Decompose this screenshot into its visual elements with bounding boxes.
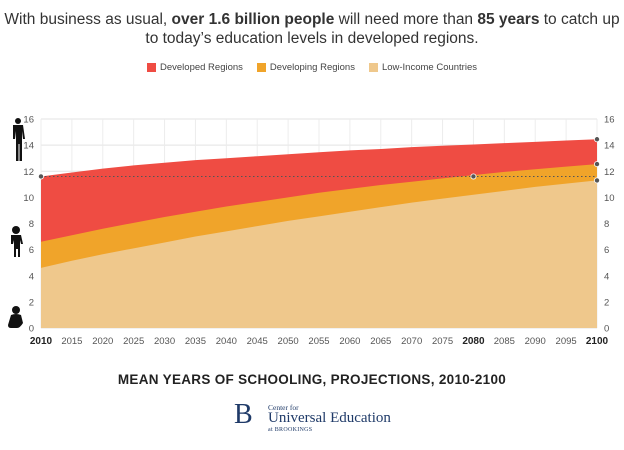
- x-tick-label-2090: 2090: [525, 336, 546, 347]
- child-silhouette-icon: [11, 226, 23, 257]
- y-tick-label-left: 4: [29, 271, 34, 282]
- y-tick-label-left: 6: [29, 245, 34, 256]
- x-tick-label-2085: 2085: [494, 336, 515, 347]
- x-tick-label-2030: 2030: [154, 336, 175, 347]
- marker-point-4: [594, 161, 601, 168]
- logo-line-3: at BROOKINGS: [268, 427, 313, 433]
- y-tick-label-left: 8: [29, 219, 34, 230]
- y-tick-label-right: 6: [604, 245, 609, 256]
- marker-point-1: [38, 173, 45, 180]
- schooling-area-chart: 0 2 4 6 8 10 12 14 16 0 2 4 6 8 10 12 14 16 2010 2015 2020…: [8, 115, 615, 347]
- x-tick-label-2035: 2035: [185, 336, 206, 347]
- legend-item-developed: Developed Regions: [147, 62, 243, 73]
- marker-point-3: [594, 136, 601, 143]
- y-tick-label-right: 12: [604, 167, 615, 178]
- chart-subtitle: MEAN YEARS OF SCHOOLING, PROJECTIONS, 20…: [117, 372, 507, 387]
- x-tick-label-2065: 2065: [370, 336, 391, 347]
- legend-swatch-low-income: [368, 63, 378, 72]
- x-tick-label-2075: 2075: [432, 336, 453, 347]
- y-axis-left: 0 2 4 6 8 10 12 14 16: [23, 115, 34, 335]
- x-tick-label-2095: 2095: [556, 336, 577, 347]
- area-low-income-countries: [41, 180, 597, 328]
- baby-silhouette-icon: [8, 306, 23, 328]
- x-tick-label-2025: 2025: [123, 336, 144, 347]
- y-tick-label-right: 10: [604, 193, 615, 204]
- y-tick-label-right: 4: [604, 271, 609, 282]
- x-axis: 2010 2015 2020 2025 2030 2035 2040 2045 2050 2055…: [30, 336, 609, 347]
- y-tick-label-left: 12: [23, 167, 34, 178]
- brookings-logo: B Center for Universal Education at BROO…: [234, 400, 394, 436]
- y-axis-right: 0 2 4 6 8 10 12 14 16: [604, 115, 615, 335]
- legend-label-low-income: Low-Income Countries: [381, 62, 477, 73]
- chart-markers: [38, 136, 601, 184]
- silhouette-icons: [8, 118, 25, 328]
- logo-line-2: Universal Education: [268, 410, 391, 426]
- legend-label-developing: Developing Regions: [269, 62, 355, 73]
- y-tick-label-right: 8: [604, 219, 609, 230]
- legend-item-developing: Developing Regions: [256, 62, 355, 73]
- y-tick-label-right: 0: [604, 324, 609, 335]
- x-tick-label-2080: 2080: [462, 336, 485, 347]
- x-tick-label-2015: 2015: [61, 336, 82, 347]
- x-tick-label-2045: 2045: [247, 336, 268, 347]
- x-tick-label-2070: 2070: [401, 336, 422, 347]
- legend-swatch-developing: [256, 63, 266, 72]
- adult-silhouette-icon: [13, 118, 25, 161]
- chart-legend: Developed Regions Developing Regions Low…: [0, 62, 624, 73]
- headline-line-2: to today’s education levels in developed…: [145, 30, 479, 47]
- headline-text-2: will need more than: [334, 11, 478, 28]
- x-tick-label-2040: 2040: [216, 336, 237, 347]
- headline: With business as usual, over 1.6 billion…: [0, 10, 624, 48]
- x-tick-label-2010: 2010: [30, 336, 53, 347]
- headline-bold-2: 85 years: [477, 11, 540, 28]
- x-tick-label-2060: 2060: [339, 336, 360, 347]
- y-tick-label-right: 16: [604, 115, 615, 126]
- logo-mark: B: [234, 399, 253, 430]
- x-tick-label-2055: 2055: [308, 336, 329, 347]
- y-tick-label-left: 0: [29, 324, 34, 335]
- y-tick-label-left: 2: [29, 297, 34, 308]
- logo-line-1: Center for: [268, 403, 299, 412]
- y-tick-label-right: 2: [604, 297, 609, 308]
- legend-label-developed: Developed Regions: [160, 62, 243, 73]
- chart-areas: [41, 139, 597, 328]
- headline-bold-1: over 1.6 billion people: [171, 11, 335, 28]
- x-tick-label-2100: 2100: [586, 336, 609, 347]
- y-tick-label-left: 16: [23, 115, 34, 126]
- legend-item-low-income: Low-Income Countries: [368, 62, 477, 73]
- y-tick-label-left: 14: [23, 141, 34, 152]
- x-tick-label-2050: 2050: [278, 336, 299, 347]
- marker-point-5: [594, 177, 601, 184]
- legend-swatch-developed: [147, 63, 156, 72]
- x-tick-label-2020: 2020: [92, 336, 113, 347]
- marker-point-2: [470, 173, 477, 180]
- y-tick-label-right: 14: [604, 141, 615, 152]
- y-tick-label-left: 10: [23, 193, 34, 204]
- headline-text-1: With business as usual,: [4, 11, 172, 28]
- headline-text-3: to catch up: [539, 11, 620, 28]
